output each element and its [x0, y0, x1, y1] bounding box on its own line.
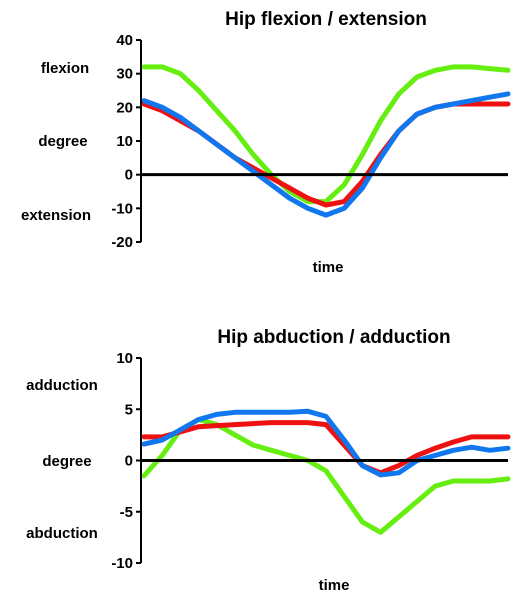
x-axis-label: time — [319, 577, 350, 594]
y-tick-label: 5 — [125, 401, 133, 418]
chart-hip-flexion-extension: Hip flexion / extension flexion degree e… — [21, 9, 511, 276]
series-line — [141, 101, 511, 208]
y-tick-label: 40 — [116, 32, 133, 49]
x-axis-label: time — [313, 259, 344, 276]
series-line — [141, 417, 511, 535]
chart-title: Hip abduction / adduction — [217, 327, 450, 348]
y-tick-label: 10 — [116, 133, 133, 150]
y-axis-label: degree — [38, 133, 87, 150]
y-tick-label: 10 — [116, 350, 133, 367]
y-tick-label: 20 — [116, 99, 133, 116]
chart-title: Hip flexion / extension — [225, 9, 427, 30]
y-tick-label: -10 — [111, 555, 133, 572]
y-annotation-bottom: extension — [21, 207, 91, 224]
y-ticks: -20 -10 0 10 20 30 40 — [111, 32, 141, 251]
y-annotation-top: flexion — [41, 60, 89, 77]
series-group — [141, 64, 511, 218]
y-tick-label: -5 — [120, 504, 133, 521]
series-line — [141, 408, 511, 478]
y-tick-label: 30 — [116, 66, 133, 83]
chart-hip-abduction-adduction: Hip abduction / adduction adduction degr… — [26, 327, 511, 594]
y-tick-label: -10 — [111, 200, 133, 217]
y-annotation-top: adduction — [26, 377, 98, 394]
series-line — [141, 420, 511, 476]
y-tick-label: -20 — [111, 234, 133, 251]
y-tick-label: 0 — [125, 167, 133, 184]
series-group — [141, 408, 511, 535]
y-ticks: -10 -5 0 5 10 — [111, 350, 141, 572]
series-line — [141, 91, 511, 218]
series-line — [141, 64, 511, 205]
y-annotation-bottom: abduction — [26, 525, 98, 542]
y-tick-label: 0 — [125, 453, 133, 470]
y-axis-label: degree — [42, 453, 91, 470]
